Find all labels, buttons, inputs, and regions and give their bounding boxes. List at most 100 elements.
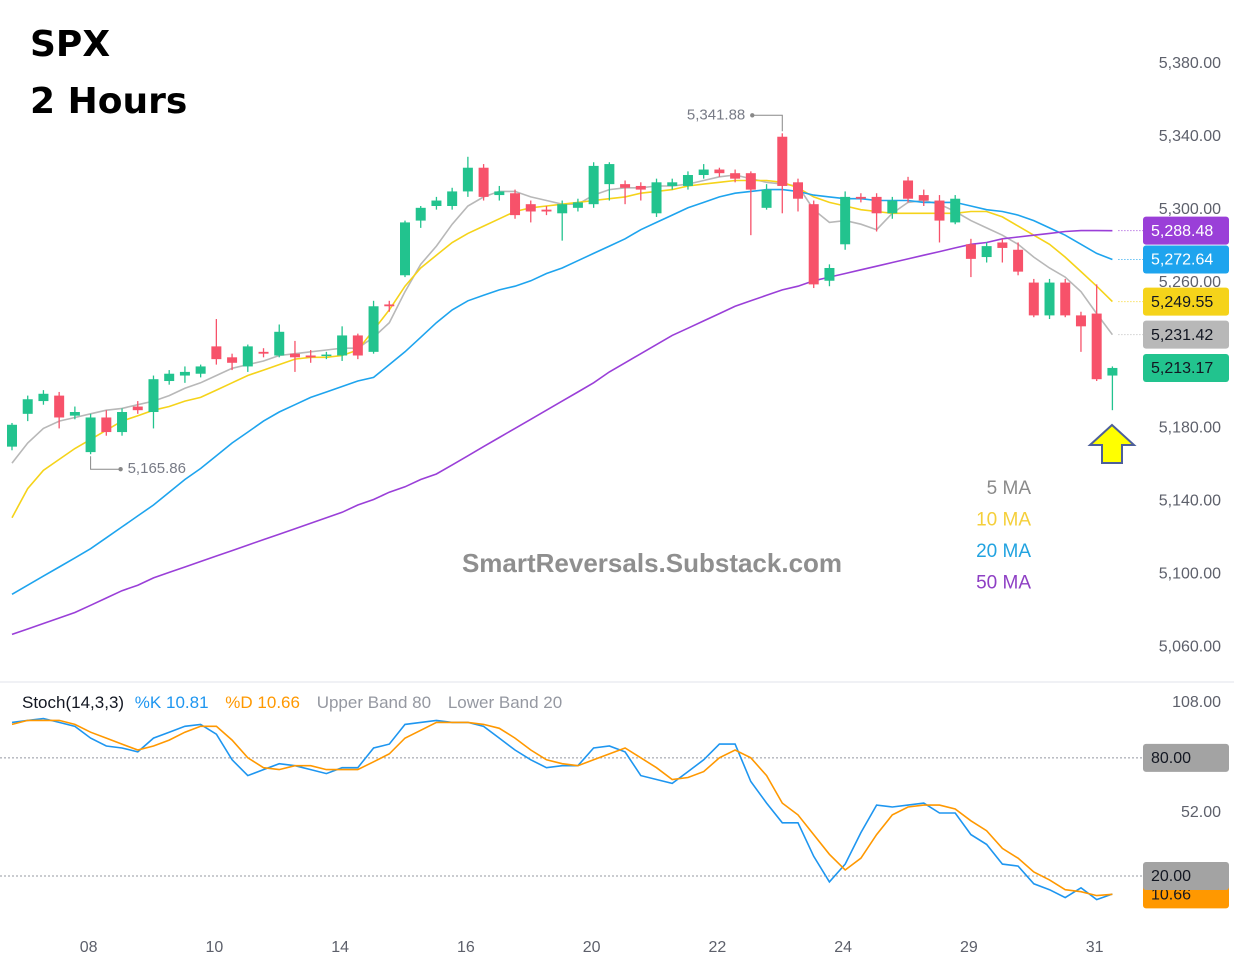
chart-subtitle: 2 Hours (30, 81, 187, 122)
candle-body (7, 424, 17, 447)
x-tick-label: 29 (960, 939, 978, 956)
last-value-label-box (1143, 320, 1229, 349)
last-value-label: 5,288.48 (1151, 223, 1213, 240)
candle-body (855, 196, 866, 199)
legend-entry: 20 MA (976, 541, 1031, 562)
candle-body (950, 198, 961, 223)
candle-body (887, 200, 898, 214)
candle-body (824, 267, 835, 281)
band-label: 20.00 (1151, 868, 1191, 885)
x-tick-label: 24 (834, 939, 852, 956)
candle-body (85, 417, 96, 453)
candle-body (242, 346, 253, 367)
candle-body (793, 182, 803, 199)
annotation-leader (90, 456, 121, 470)
legend-entry: 5 MA (987, 478, 1032, 499)
y-tick-label: 108.00 (1172, 694, 1221, 711)
candle-body (698, 169, 709, 176)
candle-body (510, 193, 521, 216)
x-tick-label: 10 (205, 939, 223, 956)
x-tick-label: 08 (80, 939, 98, 956)
candle-body (69, 412, 80, 416)
candle-body (494, 191, 505, 196)
lower-band-value: 20 (543, 693, 562, 712)
last-price-label-box (1143, 353, 1229, 382)
last-value-label-box (1143, 216, 1229, 245)
y-tick-label: 5,340.00 (1159, 128, 1221, 145)
candle-body (384, 304, 395, 307)
candle-body (462, 167, 473, 192)
series-line (11, 229, 1113, 636)
candle-body (572, 202, 583, 208)
watermark: SmartReversals.Substack.com (462, 548, 842, 578)
candle-body (305, 355, 316, 358)
candle-body (761, 189, 772, 208)
y-tick-label: 5,260.00 (1159, 274, 1221, 291)
upper-band-value: 80 (412, 693, 431, 712)
last-price-label: 5,213.17 (1151, 360, 1213, 377)
candle-body (934, 200, 945, 221)
candle-body (981, 246, 992, 258)
candle-body (651, 182, 662, 214)
last-value-label: 10.66 (1151, 887, 1191, 904)
last-value-label: 5,231.42 (1151, 327, 1213, 344)
last-value-label-box (1143, 245, 1229, 274)
annotation-leader (752, 114, 783, 132)
y-tick-label: 5,180.00 (1159, 420, 1221, 437)
candle-body (478, 167, 489, 197)
candle-body (1091, 313, 1102, 380)
candle-body (431, 200, 442, 207)
candle-body (101, 417, 112, 433)
candle-body (903, 180, 914, 199)
candle-body (164, 373, 175, 382)
candle-body (1107, 367, 1118, 376)
candle-body (54, 395, 65, 418)
legend-entry: 50 MA (976, 573, 1031, 594)
candle-body (714, 169, 725, 174)
candle-body (808, 204, 819, 285)
legend-entry: 10 MA (976, 510, 1031, 531)
last-value-label-box (1143, 287, 1229, 316)
candle-body (777, 136, 788, 186)
band-label-box (1143, 743, 1229, 772)
candle-body (604, 164, 615, 185)
candle-body (179, 371, 190, 376)
candle-body (682, 175, 693, 186)
candle-body (132, 406, 143, 411)
candle-body (620, 184, 631, 188)
candle-body (1060, 282, 1071, 316)
chart-title: SPX (30, 24, 110, 65)
candle-body (1028, 282, 1039, 316)
arrow-icon (1087, 423, 1137, 464)
annotation-dot (118, 466, 123, 472)
candle-body (274, 331, 285, 356)
stoch-header: Stoch(14,3,3) %K 10.81 %D 10.66 Upper Ba… (22, 693, 562, 712)
candle-body (117, 412, 128, 433)
y-tick-label: 5,100.00 (1159, 565, 1221, 582)
annotation: 5,165.86 (128, 460, 186, 477)
annotation-dot (750, 113, 755, 118)
candle-body (321, 354, 332, 357)
series-line (11, 188, 1113, 595)
candle-body (289, 353, 300, 358)
y-tick-label: 5,380.00 (1159, 55, 1221, 72)
candle-body (871, 196, 882, 214)
lower-band-name: Lower Band (448, 693, 539, 712)
candle-body (667, 182, 678, 186)
band-label-box (1143, 861, 1229, 890)
candle-body (588, 165, 599, 205)
annotation: 5,341.88 (687, 106, 745, 123)
candle-body (1044, 282, 1055, 316)
candle-body (352, 335, 363, 356)
candle-body (541, 209, 552, 212)
candle-body (997, 242, 1008, 248)
series-line (11, 719, 1113, 897)
candle-body (557, 204, 568, 214)
candle-body (227, 357, 238, 363)
x-tick-label: 22 (709, 939, 727, 956)
k-name: %K (135, 693, 162, 712)
x-tick-label: 31 (1086, 939, 1104, 956)
x-tick-label: 20 (583, 939, 601, 956)
band-label: 80.00 (1151, 750, 1191, 767)
